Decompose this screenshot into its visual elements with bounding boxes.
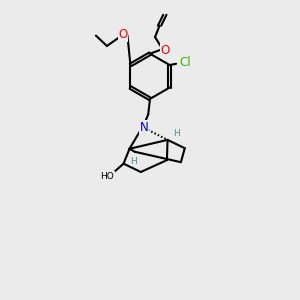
Text: N: N — [140, 121, 149, 134]
Text: O: O — [161, 44, 170, 57]
Text: H: H — [173, 129, 180, 138]
Text: HO: HO — [100, 172, 114, 181]
Text: H: H — [130, 157, 137, 166]
Text: O: O — [118, 28, 128, 41]
Text: Cl: Cl — [180, 56, 191, 69]
